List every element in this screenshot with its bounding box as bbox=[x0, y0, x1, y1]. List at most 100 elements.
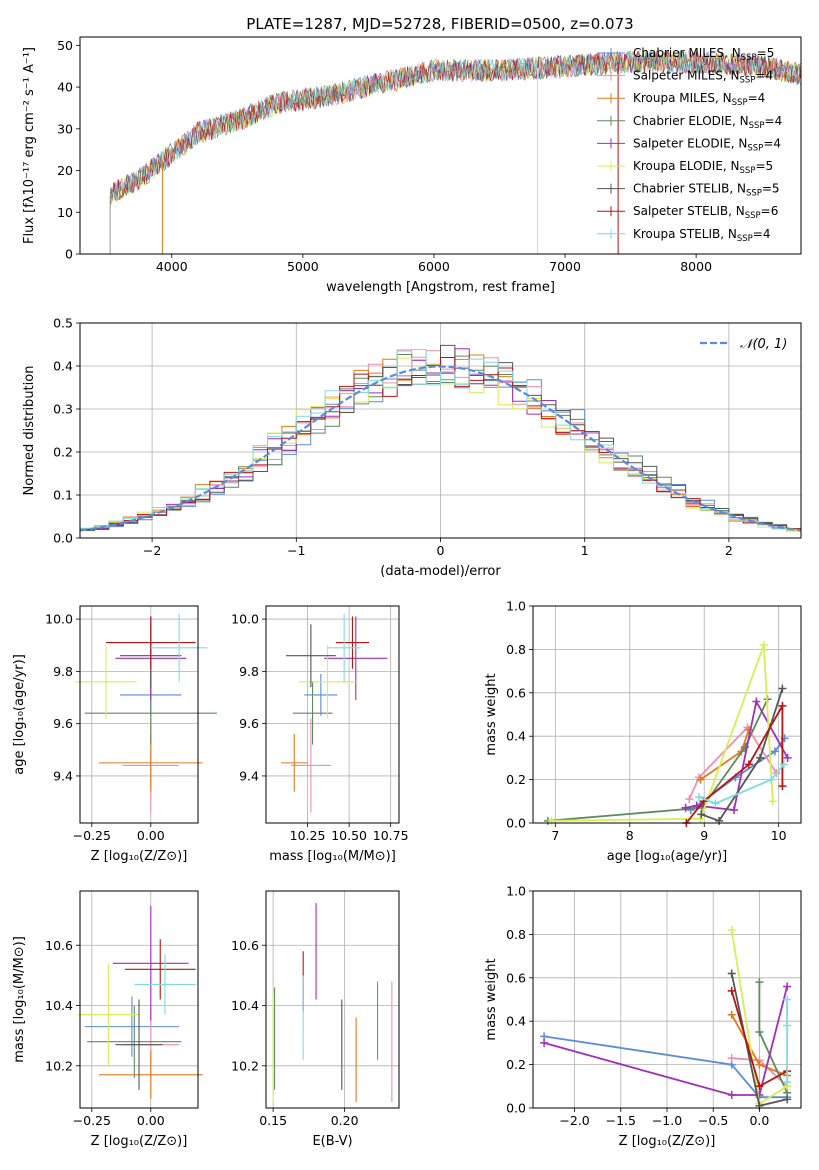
weight-point bbox=[755, 1028, 764, 1037]
y-tick-label: 0.2 bbox=[506, 1057, 526, 1072]
x-tick-label: 9 bbox=[700, 828, 708, 843]
x-tick-label: −1.5 bbox=[606, 1113, 636, 1128]
y-tick-label: 0.2 bbox=[506, 772, 526, 787]
y-tick-label: 0.8 bbox=[506, 927, 526, 942]
y-tick-label: 0.3 bbox=[53, 402, 73, 417]
legend-entry: Salpeter STELIB, NSSP=6 bbox=[633, 204, 778, 221]
legend-entry: 𝒩(0, 1) bbox=[740, 337, 787, 352]
weight-line bbox=[698, 763, 785, 805]
legend-entry: Kroupa STELIB, NSSP=4 bbox=[633, 227, 771, 244]
legend-label: Salpeter MILES, N bbox=[633, 69, 740, 83]
y-tick-label: 10.0 bbox=[231, 612, 259, 627]
marks bbox=[77, 906, 203, 1099]
grid bbox=[533, 890, 801, 1109]
y-tick-label: 0.4 bbox=[53, 359, 73, 374]
age-vs-mass-panel: 10.25 10.50 10.75 9.4 9.6 9.8 10.0 mass [log₁₀(… bbox=[231, 605, 409, 864]
weight-point bbox=[685, 795, 694, 804]
mass-vs-metallicity-panel: −0.25 0.00 10.2 10.4 10.6 Z [log₁₀(Z/Z⊙)] mass… bbox=[12, 890, 203, 1149]
weight-point bbox=[783, 982, 792, 991]
y-tick-label: 0.0 bbox=[506, 1101, 526, 1116]
legend-suffix: =5 bbox=[757, 46, 775, 60]
legend-subscript: SSP bbox=[749, 121, 765, 131]
y-tick-label: 0.6 bbox=[506, 970, 526, 985]
y-tick-label: 9.4 bbox=[53, 768, 73, 783]
y-tick-label: 0.4 bbox=[506, 1014, 526, 1029]
y-axis-label: mass weight bbox=[484, 958, 499, 1040]
weight-point bbox=[755, 1060, 764, 1069]
weight-line bbox=[551, 644, 774, 822]
x-tick-label: 0.00 bbox=[137, 1113, 165, 1128]
legend-entry: Kroupa ELODIE, NSSP=5 bbox=[633, 159, 773, 176]
legend-entry: Chabrier MILES, NSSP=5 bbox=[633, 46, 774, 63]
x-axis-label: age [log₁₀(age/yr)] bbox=[607, 849, 728, 864]
marks bbox=[109, 50, 801, 254]
grid bbox=[266, 891, 399, 1108]
weight-point bbox=[727, 1090, 736, 1099]
legend-entry: Kroupa MILES, NSSP=4 bbox=[633, 91, 765, 108]
axes-frame bbox=[532, 605, 802, 824]
y-tick-label: 0.0 bbox=[506, 816, 526, 831]
weight-point bbox=[759, 641, 768, 650]
legend-suffix: =4 bbox=[763, 136, 781, 150]
weight-point bbox=[756, 753, 765, 762]
x-tick-label: −2 bbox=[143, 543, 161, 558]
legend-subscript: SSP bbox=[732, 98, 748, 108]
legend-label: Chabrier STELIB, N bbox=[633, 182, 746, 196]
weight-point bbox=[540, 1038, 549, 1047]
y-tick-label: 1.0 bbox=[506, 884, 526, 899]
figure-title: PLATE=1287, MJD=52728, FIBERID=0500, z=0… bbox=[246, 15, 633, 33]
weight-point bbox=[727, 969, 736, 978]
x-axis-label: mass [log₁₀(M/M⊙)] bbox=[269, 849, 396, 864]
y-axis-label: mass weight bbox=[484, 673, 499, 755]
y-tick-label: 0.2 bbox=[53, 445, 73, 460]
y-tick-label: 10.2 bbox=[231, 1058, 259, 1073]
y-tick-label: 0.1 bbox=[53, 488, 73, 503]
y-tick-label: 9.6 bbox=[239, 716, 259, 731]
legend-entry: Salpeter ELODIE, NSSP=4 bbox=[633, 136, 781, 153]
histogram-step bbox=[80, 357, 801, 530]
weight-point bbox=[768, 797, 777, 806]
weight-point bbox=[783, 995, 792, 1004]
weight-point bbox=[779, 760, 788, 769]
x-tick-label: 6000 bbox=[418, 259, 450, 274]
weight-line bbox=[700, 688, 784, 822]
x-axis-label: Z [log₁₀(Z/Z⊙)] bbox=[91, 1134, 188, 1149]
legend-subscript: SSP bbox=[740, 76, 756, 86]
y-tick-label: 10.4 bbox=[231, 998, 259, 1013]
weight-point bbox=[696, 775, 705, 784]
weight-point bbox=[783, 1077, 792, 1086]
weight-point bbox=[778, 701, 787, 710]
x-axis-label: (data-model)/error bbox=[380, 564, 501, 579]
weight-point bbox=[778, 782, 787, 791]
legend-entry: Chabrier ELODIE, NSSP=4 bbox=[633, 114, 782, 131]
x-tick-label: −0.25 bbox=[73, 1113, 111, 1128]
weight-point bbox=[770, 747, 779, 756]
y-tick-label: 9.8 bbox=[239, 664, 259, 679]
x-tick-label: −1 bbox=[287, 543, 305, 558]
x-tick-label: 5000 bbox=[287, 259, 319, 274]
normal-curve bbox=[79, 365, 802, 532]
y-tick-label: 10.2 bbox=[45, 1058, 73, 1073]
axes-frame bbox=[265, 605, 400, 824]
x-tick-label: 8 bbox=[626, 828, 634, 843]
weight-vs-age-panel: 7 8 9 10 0.0 0.2 0.4 0.6 0.8 1.0 age [log₁₀(age/yr… bbox=[484, 599, 802, 864]
weight-point bbox=[783, 753, 792, 762]
x-tick-label: −0.25 bbox=[73, 828, 111, 843]
weight-point bbox=[778, 684, 787, 693]
x-tick-label: 0.00 bbox=[137, 828, 165, 843]
legend-suffix: =6 bbox=[761, 204, 779, 218]
marks bbox=[75, 613, 217, 813]
axes-frame bbox=[79, 322, 802, 539]
y-tick-label: 0.6 bbox=[506, 685, 526, 700]
legend-label: Kroupa ELODIE, N bbox=[633, 159, 740, 173]
y-tick-label: 10 bbox=[57, 205, 73, 220]
axes-frame bbox=[532, 890, 802, 1109]
mass-vs-ebv-panel: 0.15 0.20 10.2 10.4 10.6 E(B-V) bbox=[231, 890, 400, 1149]
y-tick-label: 0.0 bbox=[53, 531, 73, 546]
y-tick-label: 1.0 bbox=[506, 599, 526, 614]
legend-subscript: SSP bbox=[747, 143, 763, 153]
x-tick-label: 0.0 bbox=[749, 1113, 769, 1128]
legend-label: Chabrier ELODIE, N bbox=[633, 114, 749, 128]
legend-label: Kroupa MILES, N bbox=[633, 91, 732, 105]
